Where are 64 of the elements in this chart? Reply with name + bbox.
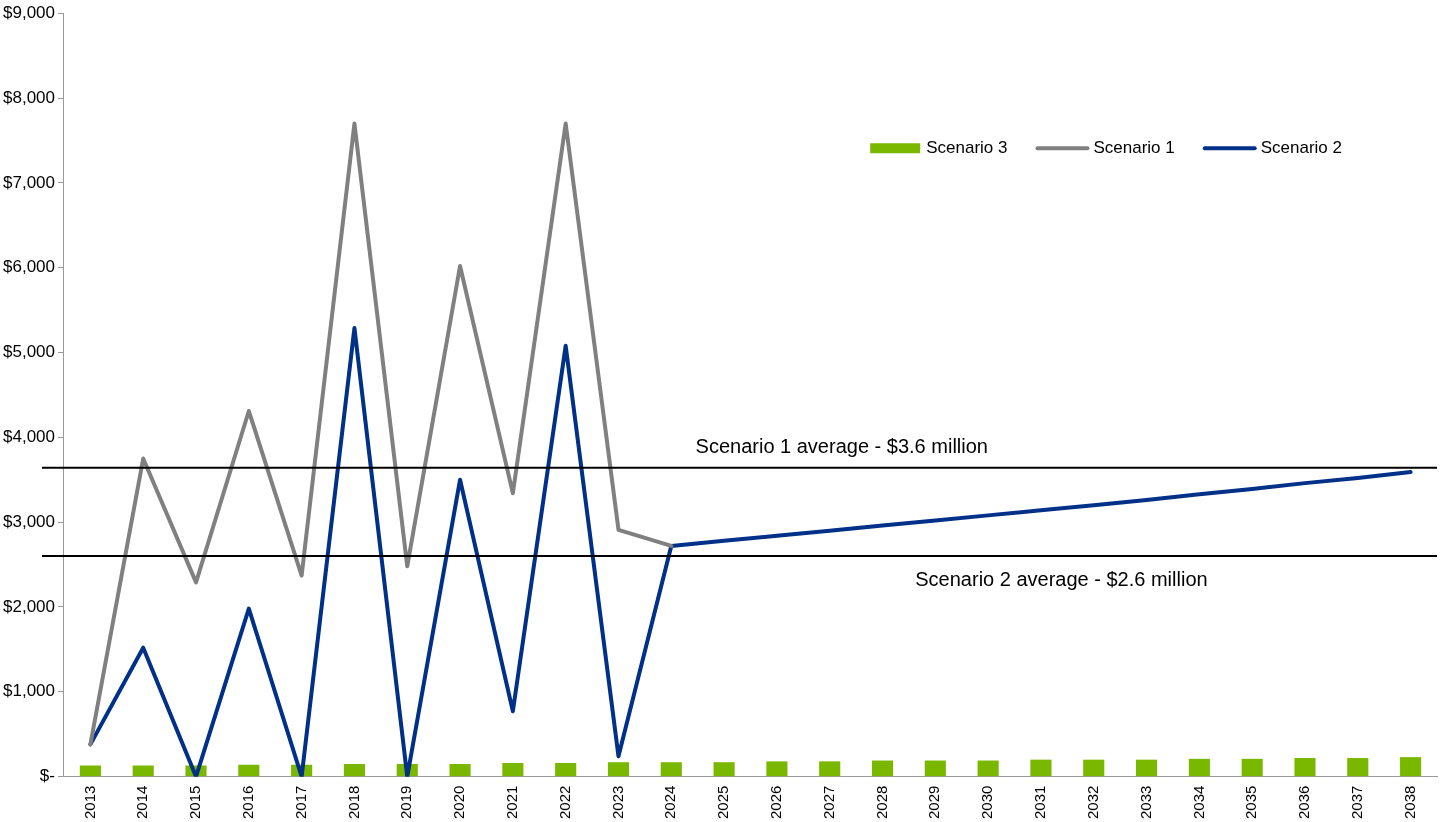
x-tick-label: 2022 [555,785,573,820]
legend-label: Scenario 1 [1093,137,1175,157]
x-tick-label: 2023 [608,785,626,820]
bar [871,760,894,777]
bar [607,762,630,777]
bar [449,763,471,777]
x-tick-label: 2035 [1242,785,1260,820]
x-tick-label: 2018 [344,785,362,820]
bar [502,763,524,777]
bar [1347,757,1369,777]
bar [1188,758,1210,777]
y-tick-label: $9,000 [3,2,55,22]
y-tick-label: $1,000 [3,681,55,701]
bar [819,761,841,777]
x-tick-label: 2032 [1083,785,1101,820]
x-tick-label: 2017 [291,785,309,820]
legend-label: Scenario 2 [1260,137,1343,157]
bar [924,760,946,777]
bar [1030,759,1052,777]
bar [132,765,154,777]
x-tick-label: 2025 [714,785,732,820]
x-tick-label: 2019 [397,785,415,820]
x-tick-label: 2013 [80,785,98,820]
y-tick-label: $4,000 [3,427,55,447]
x-tick-label: 2028 [872,785,890,820]
ref-line-label: Scenario 2 average - $2.6 million [915,567,1208,590]
x-tick-label: 2021 [503,785,520,820]
x-tick-label: 2030 [978,785,996,820]
x-tick-label: 2024 [661,785,679,820]
bar [1083,759,1105,777]
bar [238,764,260,777]
bar [977,760,999,777]
x-tick-label: 2031 [1031,785,1049,820]
bar [766,761,788,777]
bar [555,763,577,777]
y-tick-label: $5,000 [3,342,55,362]
y-tick-label: $6,000 [3,257,55,277]
bar [343,763,365,777]
x-tick-label: 2027 [819,785,837,820]
ref-line-label: Scenario 1 average - $3.6 million [695,435,988,458]
bar [1400,757,1422,777]
bar [1241,758,1263,777]
x-tick-label: 2034 [1189,785,1207,820]
x-tick-label: 2015 [186,785,204,820]
x-tick-label: 2020 [450,785,468,820]
legend-label: Scenario 3 [926,137,1008,157]
x-tick-label: 2036 [1295,785,1313,820]
x-tick-label: 2014 [133,785,151,820]
x-tick-label: 2037 [1347,785,1365,820]
bar [713,762,735,777]
bar [79,765,101,777]
y-tick-label: $7,000 [3,172,55,192]
y-tick-label: $- [39,766,55,786]
x-tick-label: 2038 [1400,785,1418,820]
x-tick-label: 2033 [1136,785,1154,820]
x-tick-label: 2029 [925,785,943,820]
bar [1135,759,1158,777]
y-tick-label: $8,000 [3,87,55,107]
x-tick-label: 2026 [767,785,785,820]
x-tick-label: 2016 [238,785,256,820]
y-tick-label: $2,000 [3,596,55,616]
bar [660,762,682,777]
bar [1294,757,1316,777]
y-tick-label: $3,000 [3,511,55,531]
